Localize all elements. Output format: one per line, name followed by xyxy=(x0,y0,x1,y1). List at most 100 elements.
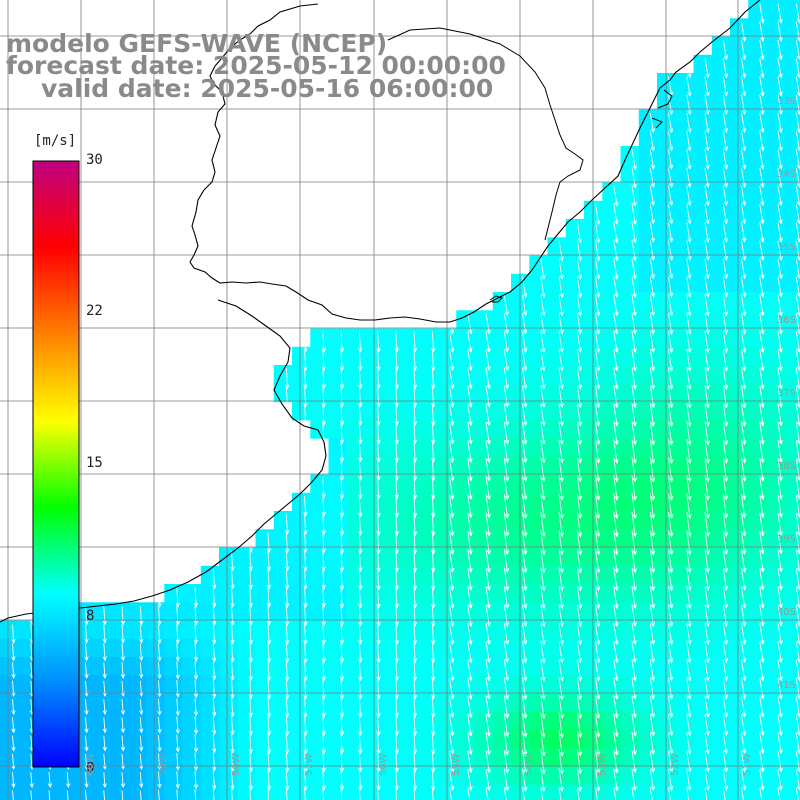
wind-arrow xyxy=(285,587,290,608)
field-cell xyxy=(346,474,366,494)
wind-arrow xyxy=(595,511,601,538)
wind-arrow xyxy=(412,732,418,755)
field-cell xyxy=(91,784,111,800)
field-cell xyxy=(693,91,713,111)
field-cell xyxy=(109,602,129,622)
wind-arrow xyxy=(48,790,51,800)
wind-arrow xyxy=(558,641,564,664)
field-cell xyxy=(675,547,695,567)
field-cell xyxy=(492,328,512,348)
field-cell xyxy=(620,638,640,658)
field-cell xyxy=(730,164,749,184)
field-cell xyxy=(565,255,585,275)
wind-arrow xyxy=(394,349,399,372)
wind-arrow xyxy=(722,312,729,335)
field-cell xyxy=(365,711,384,731)
field-cell xyxy=(365,675,384,695)
field-cell xyxy=(620,711,640,731)
field-cell xyxy=(748,146,768,165)
wind-arrow xyxy=(777,531,783,555)
wind-arrow xyxy=(686,439,692,465)
field-cell xyxy=(620,529,640,549)
wind-arrow xyxy=(321,732,326,755)
wind-arrow xyxy=(741,623,747,646)
field-cell xyxy=(292,584,311,603)
wind-arrow xyxy=(777,787,781,800)
field-cell xyxy=(401,584,421,603)
wind-arrow xyxy=(540,749,546,775)
wind-arrow xyxy=(759,787,763,800)
field-cell xyxy=(492,547,512,567)
wind-arrow xyxy=(485,713,491,738)
wind-arrow xyxy=(741,659,747,682)
wind-arrow xyxy=(686,312,692,335)
wind-arrow xyxy=(759,58,765,79)
wind-arrow xyxy=(613,659,619,682)
wind-arrow xyxy=(668,493,674,520)
field-cell xyxy=(91,638,111,658)
field-cell xyxy=(419,675,439,695)
wind-arrow xyxy=(303,550,308,572)
wind-arrow xyxy=(230,733,235,754)
wind-arrow xyxy=(777,76,783,97)
wind-arrow xyxy=(649,750,656,774)
field-cell xyxy=(292,711,311,731)
field-cell xyxy=(547,657,567,676)
wind-arrow xyxy=(321,477,326,499)
wind-arrow xyxy=(777,39,783,61)
wind-arrow xyxy=(266,623,272,645)
wind-arrow xyxy=(668,385,674,409)
wind-arrow xyxy=(339,386,345,408)
field-cell xyxy=(730,383,749,403)
wind-arrow xyxy=(248,751,253,773)
wind-arrow xyxy=(339,678,345,700)
wind-arrow xyxy=(193,605,199,626)
field-cell xyxy=(730,219,749,238)
field-cell xyxy=(584,346,603,366)
wind-arrow xyxy=(358,641,363,664)
wind-arrow xyxy=(613,475,619,501)
wind-arrow xyxy=(285,623,290,645)
wind-arrow xyxy=(595,221,601,244)
wind-arrow xyxy=(558,367,564,390)
field-cell xyxy=(237,693,257,713)
field-cell xyxy=(328,529,348,549)
wind-arrow xyxy=(540,258,546,280)
wind-arrow xyxy=(339,659,345,682)
field-cell xyxy=(675,492,695,512)
lat-label-40s: 40S xyxy=(776,607,796,618)
wind-arrow xyxy=(175,679,180,698)
wind-arrow xyxy=(285,678,290,700)
wind-arrow xyxy=(412,331,418,353)
field-cell xyxy=(310,346,330,366)
wind-arrow xyxy=(686,457,692,483)
wind-arrow xyxy=(431,659,436,682)
wind-arrow xyxy=(230,751,235,772)
field-cell xyxy=(584,638,603,658)
field-cell xyxy=(383,474,403,494)
field-cell xyxy=(292,730,311,749)
wind-arrow xyxy=(303,714,308,737)
field-cell xyxy=(456,602,476,622)
wind-arrow xyxy=(376,714,381,737)
wind-arrow xyxy=(266,678,272,700)
field-cell xyxy=(419,638,439,658)
field-cell xyxy=(565,310,585,330)
field-cell xyxy=(292,693,311,713)
wind-arrow xyxy=(267,787,270,800)
field-cell xyxy=(693,346,713,366)
field-cell xyxy=(657,711,676,731)
field-cell xyxy=(383,565,403,585)
field-cell xyxy=(711,638,731,658)
wind-arrow xyxy=(485,641,491,664)
wind-arrow xyxy=(139,717,144,734)
field-cell xyxy=(182,675,202,695)
field-cell xyxy=(328,620,348,640)
wind-arrow xyxy=(540,730,546,757)
field-cell xyxy=(401,492,421,512)
field-cell xyxy=(310,730,330,749)
wind-arrow xyxy=(467,623,473,646)
wind-arrow xyxy=(668,659,674,682)
wind-arrow xyxy=(576,294,583,317)
wind-arrow xyxy=(540,659,546,682)
